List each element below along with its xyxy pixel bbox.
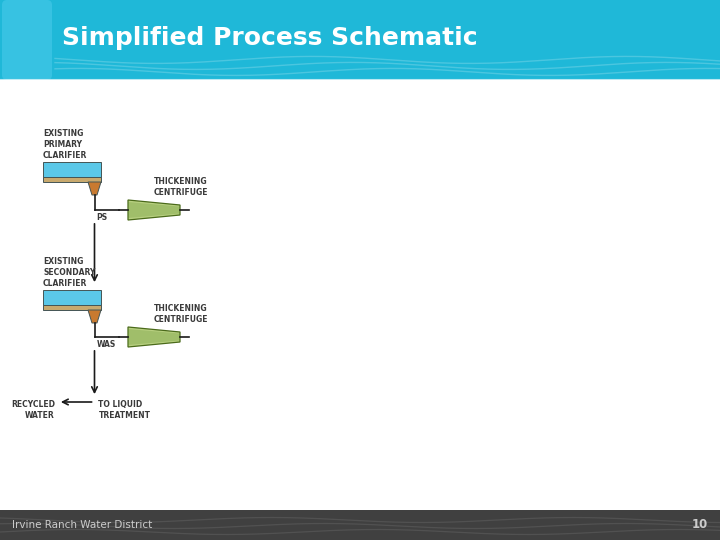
Text: EXISTING
PRIMARY
CLARIFIER: EXISTING PRIMARY CLARIFIER xyxy=(43,129,87,160)
Text: RECYCLED
WATER: RECYCLED WATER xyxy=(11,400,55,420)
Text: Simplified Process Schematic: Simplified Process Schematic xyxy=(62,26,477,50)
Bar xyxy=(43,177,101,182)
Polygon shape xyxy=(128,202,180,218)
Bar xyxy=(0,0,720,80)
Bar xyxy=(0,510,720,540)
Polygon shape xyxy=(88,310,101,323)
Text: 10: 10 xyxy=(692,518,708,531)
Text: THICKENING
CENTRIFUGE: THICKENING CENTRIFUGE xyxy=(154,304,209,324)
Polygon shape xyxy=(88,182,101,195)
Bar xyxy=(43,290,101,305)
Text: PS: PS xyxy=(96,213,107,222)
Text: WAS: WAS xyxy=(96,340,116,349)
Text: THICKENING
CENTRIFUGE: THICKENING CENTRIFUGE xyxy=(154,177,209,197)
Polygon shape xyxy=(128,327,180,347)
FancyBboxPatch shape xyxy=(2,0,52,80)
Bar xyxy=(43,162,101,177)
Polygon shape xyxy=(128,329,180,345)
Text: Irvine Ranch Water District: Irvine Ranch Water District xyxy=(12,520,152,530)
Bar xyxy=(43,305,101,310)
Text: TO LIQUID
TREATMENT: TO LIQUID TREATMENT xyxy=(99,400,150,420)
Polygon shape xyxy=(128,200,180,220)
Text: EXISTING
SECONDARY
CLARIFIER: EXISTING SECONDARY CLARIFIER xyxy=(43,257,95,288)
